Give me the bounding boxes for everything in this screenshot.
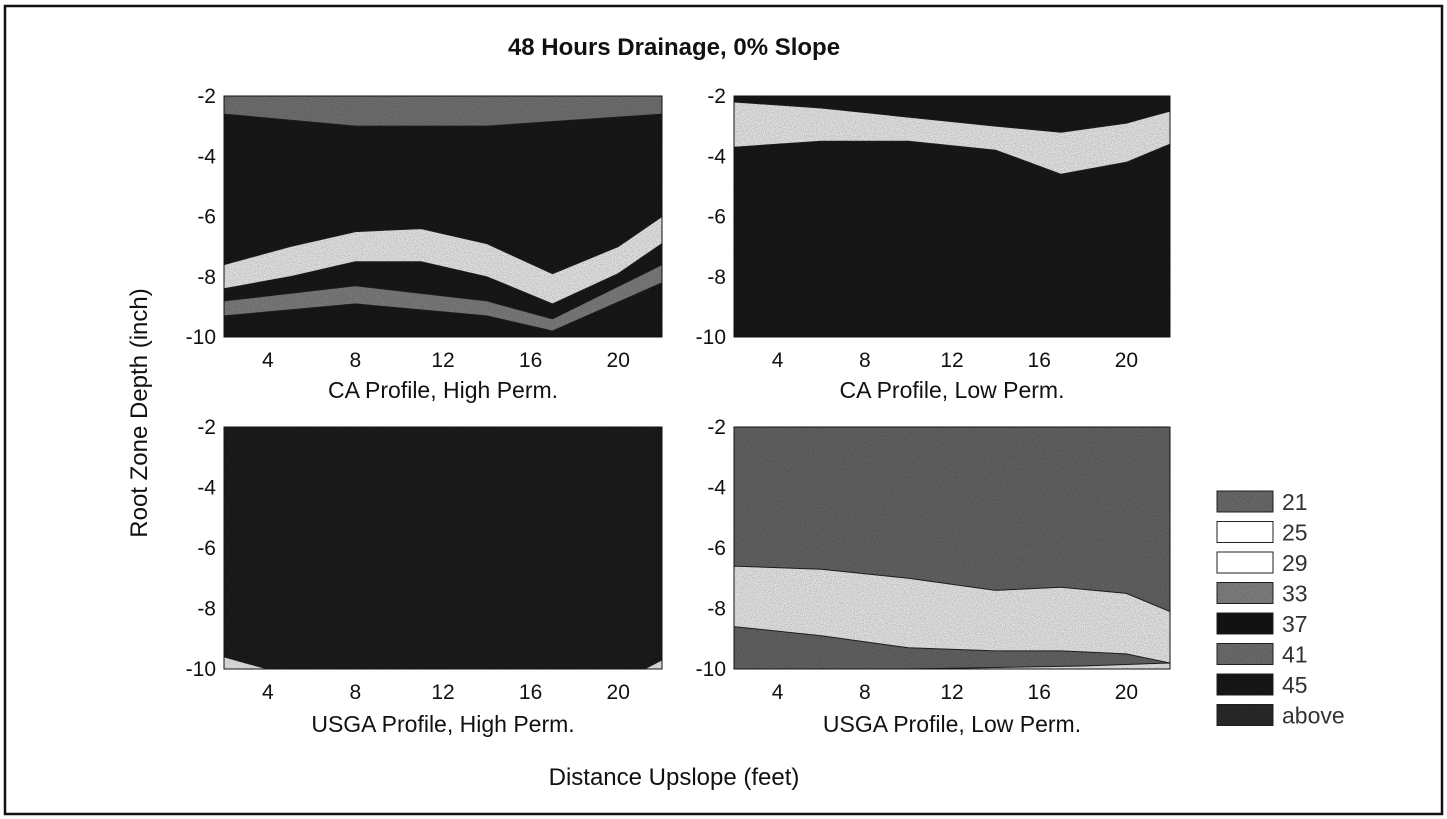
x-tick-label: 4 (772, 681, 784, 704)
legend-label: 37 (1282, 611, 1308, 637)
panel-border (733, 426, 1171, 670)
legend-swatch-texture (1217, 582, 1273, 604)
plot-area (224, 427, 662, 669)
y-tick-label: -4 (197, 145, 216, 168)
x-tick-label: 4 (262, 681, 274, 704)
x-tick-label: 20 (607, 681, 630, 704)
legend-swatch-texture (1217, 491, 1273, 512)
y-tick-label: -8 (197, 266, 216, 289)
y-tick-label: -6 (707, 206, 726, 229)
x-tick-label: 20 (1115, 681, 1138, 704)
contour-panel: -2 -4 -6 -8 -10 4 8 12 16 20 USGA Profile, High Pe… (186, 416, 663, 737)
plot-area (734, 96, 1170, 337)
panel-border (223, 426, 663, 670)
legend-label: 29 (1282, 550, 1308, 576)
y-tick-label: -2 (707, 416, 726, 439)
y-tick-label: -8 (707, 266, 726, 289)
speckle-texture (224, 96, 662, 337)
legend-swatch-texture (1217, 704, 1273, 726)
legend-label: 25 (1282, 520, 1308, 546)
x-tick-label: 8 (350, 349, 362, 372)
speckle-texture (734, 96, 1170, 337)
chart-title: 48 Hours Drainage, 0% Slope (508, 34, 840, 61)
y-tick-label: -10 (696, 658, 726, 681)
legend-label: 33 (1282, 581, 1308, 607)
speckle-texture (224, 427, 662, 669)
y-tick-label: -10 (186, 658, 216, 681)
y-tick-label: -6 (197, 206, 216, 229)
panel-subtitle: USGA Profile, Low Perm. (823, 711, 1081, 737)
legend-label: above (1282, 703, 1345, 729)
legend-label: 21 (1282, 489, 1308, 515)
plot-area (224, 96, 662, 337)
x-axis-label: Distance Upslope (feet) (549, 764, 800, 791)
plot-area (734, 427, 1170, 669)
x-tick-label: 8 (350, 681, 362, 704)
y-tick-label: -10 (696, 326, 726, 349)
y-tick-label: -4 (707, 145, 726, 168)
contour-panel: -2 -4 -6 -8 -10 4 8 12 16 20 CA Profile, Low Perm. (696, 85, 1171, 403)
panel-subtitle: CA Profile, Low Perm. (840, 377, 1065, 403)
contour-panel: -2 -4 -6 -8 -10 4 8 12 16 20 USGA Profile, Low Per… (696, 416, 1171, 737)
y-tick-label: -4 (707, 477, 726, 500)
x-tick-label: 16 (519, 681, 542, 704)
y-tick-label: -2 (197, 85, 216, 108)
legend-swatch (1216, 521, 1274, 543)
x-tick-label: 12 (940, 681, 963, 704)
y-tick-label: -10 (186, 326, 216, 349)
y-tick-label: -8 (197, 598, 216, 621)
x-tick-label: 4 (772, 349, 784, 372)
x-tick-label: 16 (1028, 349, 1051, 372)
x-tick-label: 16 (519, 349, 542, 372)
x-tick-label: 8 (859, 349, 871, 372)
x-tick-label: 12 (940, 349, 963, 372)
legend-swatch (1216, 551, 1274, 574)
legend-swatch-texture (1217, 674, 1273, 695)
x-tick-label: 20 (1115, 349, 1138, 372)
y-tick-label: -6 (707, 537, 726, 560)
legend-label: 41 (1282, 642, 1308, 668)
x-tick-label: 12 (431, 681, 454, 704)
panels: -2 -4 -6 -8 -10 4 8 12 16 20 CA Profile, High Perm… (186, 85, 1171, 737)
x-tick-label: 4 (262, 349, 274, 372)
y-tick-label: -4 (197, 477, 216, 500)
speckle-texture (734, 427, 1170, 669)
y-tick-label: -6 (197, 537, 216, 560)
x-tick-label: 16 (1028, 681, 1051, 704)
legend-swatch-texture (1217, 643, 1273, 665)
y-tick-label: -2 (197, 416, 216, 439)
y-tick-label: -2 (707, 85, 726, 108)
x-tick-label: 8 (859, 681, 871, 704)
panel-border (733, 95, 1171, 338)
legend: 21 25 29 33 37 41 45 above (1216, 489, 1345, 729)
y-tick-label: -8 (707, 598, 726, 621)
panel-border (223, 95, 663, 338)
figure-border (3, 4, 1444, 816)
y-axis-label: Root Zone Depth (inch) (126, 288, 153, 537)
x-tick-label: 12 (431, 349, 454, 372)
x-tick-label: 20 (607, 349, 630, 372)
panel-subtitle: USGA Profile, High Perm. (311, 711, 574, 737)
legend-swatch-texture (1217, 613, 1273, 634)
contour-panel: -2 -4 -6 -8 -10 4 8 12 16 20 CA Profile, High Perm… (186, 85, 663, 403)
panel-subtitle: CA Profile, High Perm. (328, 377, 558, 403)
legend-label: 45 (1282, 672, 1308, 698)
